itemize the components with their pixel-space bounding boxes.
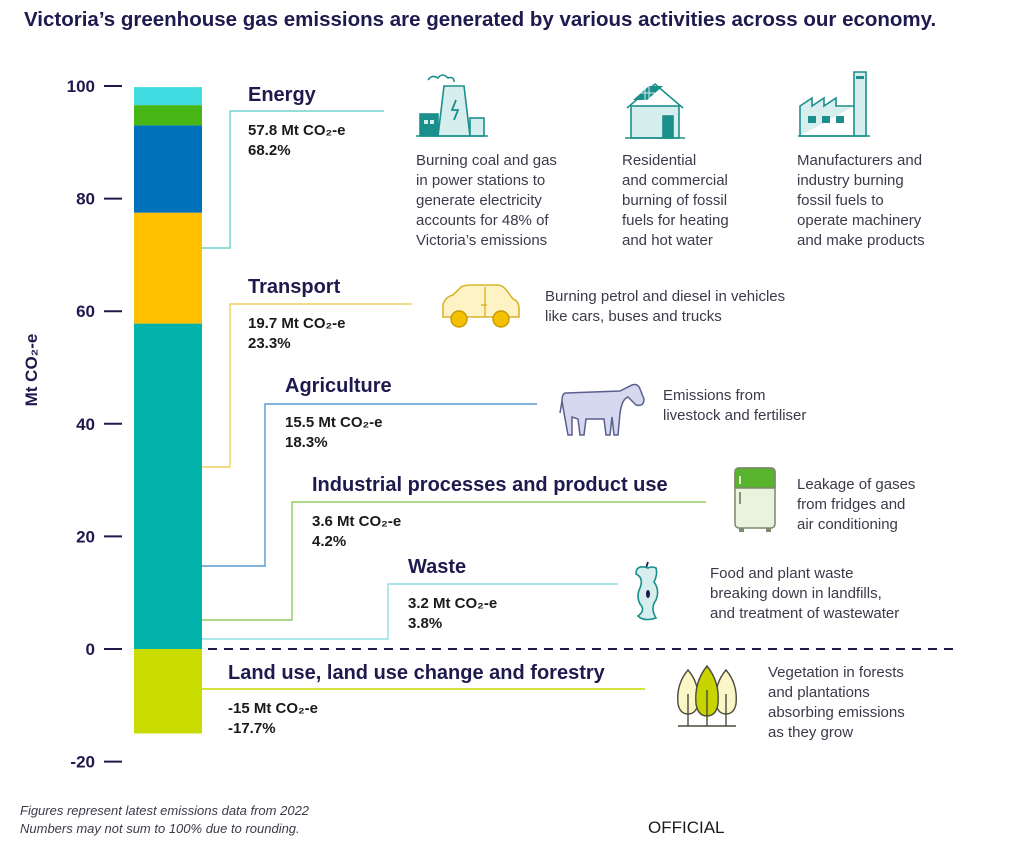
bar-segment-2 bbox=[134, 125, 202, 213]
y-tick-label: 0 bbox=[86, 640, 95, 659]
leader-line-2 bbox=[202, 403, 537, 567]
car-icon bbox=[442, 284, 520, 328]
sector-value-2: 15.5 Mt CO₂-e bbox=[285, 414, 383, 431]
sector-value-1: 19.7 Mt CO₂-e bbox=[248, 315, 346, 332]
sector-percent-3: 4.2% bbox=[312, 533, 346, 550]
official-label: OFFICIAL bbox=[648, 818, 725, 837]
land-use-description: Vegetation in forests and plantations abso… bbox=[768, 664, 905, 741]
bar-segment-3 bbox=[134, 105, 202, 126]
y-tick-label: 100 bbox=[67, 77, 95, 96]
bar-segment-1 bbox=[134, 212, 202, 324]
y-tick-label: 80 bbox=[76, 190, 95, 209]
bar-segment-0 bbox=[134, 323, 202, 649]
sector-percent-2: 18.3% bbox=[285, 434, 328, 451]
trees-icon bbox=[677, 664, 737, 727]
leader-line-0 bbox=[202, 110, 384, 249]
y-tick-label: 40 bbox=[76, 415, 95, 434]
sector-name-5: Land use, land use change and forestry bbox=[228, 662, 606, 684]
bar-segment-5 bbox=[134, 649, 202, 734]
sector-name-3: Industrial processes and product use bbox=[312, 474, 668, 496]
sector-value-3: 3.6 Mt CO₂-e bbox=[312, 513, 401, 530]
energy-manufacturing-description: Manufacturers and industry burning fossil … bbox=[797, 152, 925, 249]
house-solar-icon bbox=[625, 82, 685, 139]
energy-power-description: Burning coal and gas in power stations to… bbox=[416, 152, 557, 249]
chart-title: Victoria’s greenhouse gas emissions are … bbox=[24, 8, 937, 31]
y-tick-label: 20 bbox=[76, 527, 95, 546]
factory-icon bbox=[798, 71, 870, 137]
sector-name-2: Agriculture bbox=[285, 375, 392, 397]
leader-line-4 bbox=[202, 583, 618, 640]
fridge-icon bbox=[734, 467, 776, 532]
apple-core-icon bbox=[635, 561, 659, 621]
y-axis-label: Mt CO₂-e bbox=[22, 334, 41, 407]
industrial-description: Leakage of gases from fridges and air cond… bbox=[797, 476, 916, 533]
bar-segment-4 bbox=[134, 87, 202, 106]
energy-residential-description: Residential and commercial burning of foss… bbox=[622, 152, 729, 249]
agriculture-description: Emissions from livestock and fertiliser bbox=[663, 387, 807, 424]
footnote: Figures represent latest emissions data … bbox=[20, 803, 310, 836]
sector-value-4: 3.2 Mt CO₂-e bbox=[408, 595, 497, 612]
sector-value-0: 57.8 Mt CO₂-e bbox=[248, 122, 346, 139]
sector-percent-5: -17.7% bbox=[228, 720, 276, 737]
leader-line-1 bbox=[202, 303, 412, 468]
sector-value-5: -15 Mt CO₂-e bbox=[228, 700, 318, 717]
y-tick-label: -20 bbox=[70, 753, 95, 772]
leader-line-3 bbox=[202, 501, 706, 621]
sector-name-4: Waste bbox=[408, 556, 466, 578]
cow-icon bbox=[559, 383, 645, 436]
sector-name-0: Energy bbox=[248, 84, 317, 106]
waste-description: Food and plant waste breaking down in lan… bbox=[710, 565, 900, 622]
sector-percent-1: 23.3% bbox=[248, 335, 291, 352]
y-tick-label: 60 bbox=[76, 302, 95, 321]
sector-percent-4: 3.8% bbox=[408, 615, 442, 632]
sector-percent-0: 68.2% bbox=[248, 142, 291, 159]
transport-description: Burning petrol and diesel in vehicles lik… bbox=[545, 288, 786, 325]
power-station-icon bbox=[416, 74, 488, 137]
sector-name-1: Transport bbox=[248, 276, 341, 298]
